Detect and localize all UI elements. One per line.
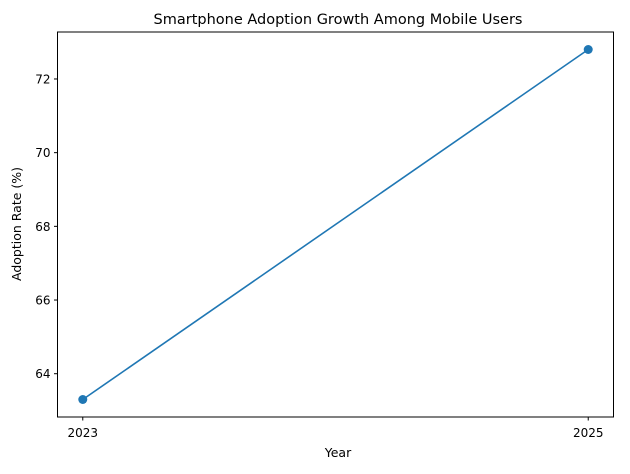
chart-title: Smartphone Adoption Growth Among Mobile … — [154, 12, 523, 28]
x-tick-label: 2025 — [573, 426, 604, 440]
x-tick-label: 2023 — [67, 426, 98, 440]
data-point — [583, 45, 593, 54]
x-axis-label: Year — [324, 445, 352, 460]
y-tick-label: 72 — [35, 72, 50, 86]
y-tick-label: 64 — [35, 367, 50, 381]
plot-frame — [57, 31, 614, 418]
y-axis-label: Adoption Rate (%) — [9, 167, 24, 281]
y-tick-label: 68 — [35, 220, 50, 234]
data-point — [78, 395, 88, 404]
series-line — [82, 48, 589, 401]
y-tick-label: 70 — [35, 146, 50, 160]
y-tick-label: 66 — [35, 294, 50, 308]
